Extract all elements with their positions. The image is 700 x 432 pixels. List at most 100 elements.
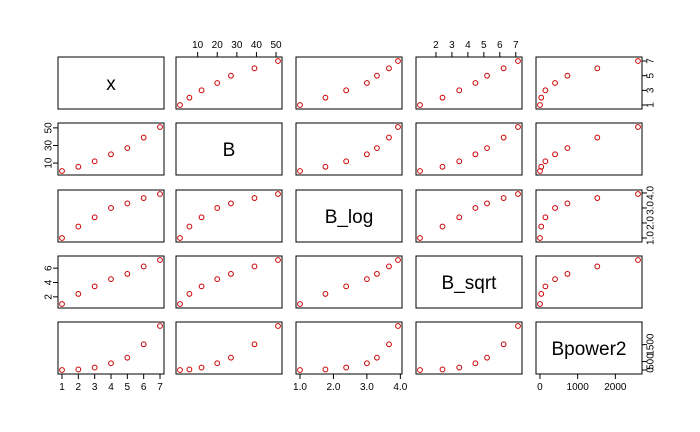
data-point (108, 276, 114, 283)
data-point (386, 65, 392, 72)
panel-frame (295, 255, 403, 309)
data-point (456, 214, 463, 221)
data-point (228, 354, 234, 361)
panel-x-vs-Bpower2 (535, 56, 643, 110)
data-point (177, 235, 183, 241)
panel-frame (535, 122, 643, 176)
data-point (297, 367, 303, 373)
data-point (140, 195, 147, 201)
panel-B-vs-Bpower2 (535, 122, 643, 176)
panel-B_log-vs-B (175, 189, 283, 243)
data-point (439, 223, 446, 230)
panel-B-vs-B: B (175, 122, 283, 176)
tick-label: 3 (646, 87, 657, 93)
data-point (140, 263, 147, 270)
tick-label: 0 (646, 367, 657, 373)
tick-label: 6 (44, 265, 55, 271)
data-point (537, 235, 543, 241)
axis-top-B: 10 20 30 40 50 (192, 40, 282, 58)
panel-frame (57, 122, 165, 176)
data-point (374, 354, 380, 361)
data-point (374, 145, 380, 152)
data-point (75, 366, 82, 373)
panel-frame (175, 56, 283, 110)
tick-label: 3.0 (360, 382, 374, 393)
data-point (417, 367, 423, 373)
data-point (515, 58, 521, 64)
data-point (386, 341, 392, 348)
panel-frame (295, 122, 403, 176)
data-point (537, 102, 543, 108)
data-point (500, 341, 507, 348)
data-point (552, 80, 558, 86)
data-point (275, 323, 281, 329)
data-point (594, 195, 601, 201)
data-point (157, 191, 163, 197)
data-point (542, 158, 549, 165)
axis-left-B_sqrt: 2 4 6 (44, 265, 59, 300)
tick-label: 5 (481, 40, 487, 51)
data-point (417, 168, 423, 174)
data-point (75, 223, 82, 230)
tick-label: 500 (646, 353, 657, 370)
data-point (552, 151, 558, 158)
tick-label: 7 (513, 40, 519, 51)
tick-label: 1 (646, 102, 657, 108)
data-point (564, 145, 571, 152)
data-point (538, 223, 545, 230)
tick-label: 40 (251, 40, 263, 51)
data-point (552, 276, 558, 283)
data-point (439, 163, 446, 170)
data-point (177, 102, 183, 108)
panel-frame (295, 189, 403, 243)
data-point (59, 235, 65, 241)
data-point (515, 191, 521, 197)
data-point (439, 94, 446, 101)
data-point (515, 323, 521, 329)
panel-B_log-vs-x (57, 189, 165, 243)
data-point (251, 341, 258, 348)
data-point (515, 124, 521, 130)
data-point (251, 263, 258, 270)
panel-Bpower2-vs-B_sqrt (415, 321, 523, 375)
panel-x-vs-B_sqrt (415, 56, 523, 110)
tick-label: 1000 (567, 382, 590, 393)
data-point (456, 364, 463, 371)
data-point (542, 214, 549, 221)
data-point (322, 290, 329, 297)
data-point (108, 360, 114, 367)
panel-B-vs-x (57, 122, 165, 176)
data-point (91, 283, 98, 290)
tick-label: 7 (157, 382, 163, 393)
data-point (542, 87, 549, 94)
data-point (564, 200, 571, 207)
diagonal-label-B_log: B_log (325, 207, 374, 228)
data-point (538, 94, 545, 101)
data-point (395, 257, 401, 263)
panel-B-vs-B_log (295, 122, 403, 176)
data-point (275, 58, 281, 64)
panel-B_sqrt-vs-x (57, 255, 165, 309)
panel-frame (415, 255, 523, 309)
data-point (177, 301, 183, 307)
panel-frame (295, 321, 403, 375)
data-point (124, 354, 131, 361)
data-point (343, 158, 350, 165)
panel-frame (535, 255, 643, 309)
data-point (75, 290, 82, 297)
tick-label: 2.0 (646, 216, 657, 230)
data-point (186, 223, 193, 230)
data-point (472, 360, 479, 367)
panel-B_log-vs-B_sqrt (415, 189, 523, 243)
data-point (484, 145, 490, 152)
diagonal-label-B: B (223, 140, 236, 161)
panel-frame (57, 189, 165, 243)
data-point (75, 163, 82, 170)
panel-frame (175, 189, 283, 243)
data-point (537, 301, 543, 307)
panel-Bpower2-vs-x (57, 321, 165, 375)
data-point (500, 65, 507, 72)
panel-B_sqrt-vs-B (175, 255, 283, 309)
